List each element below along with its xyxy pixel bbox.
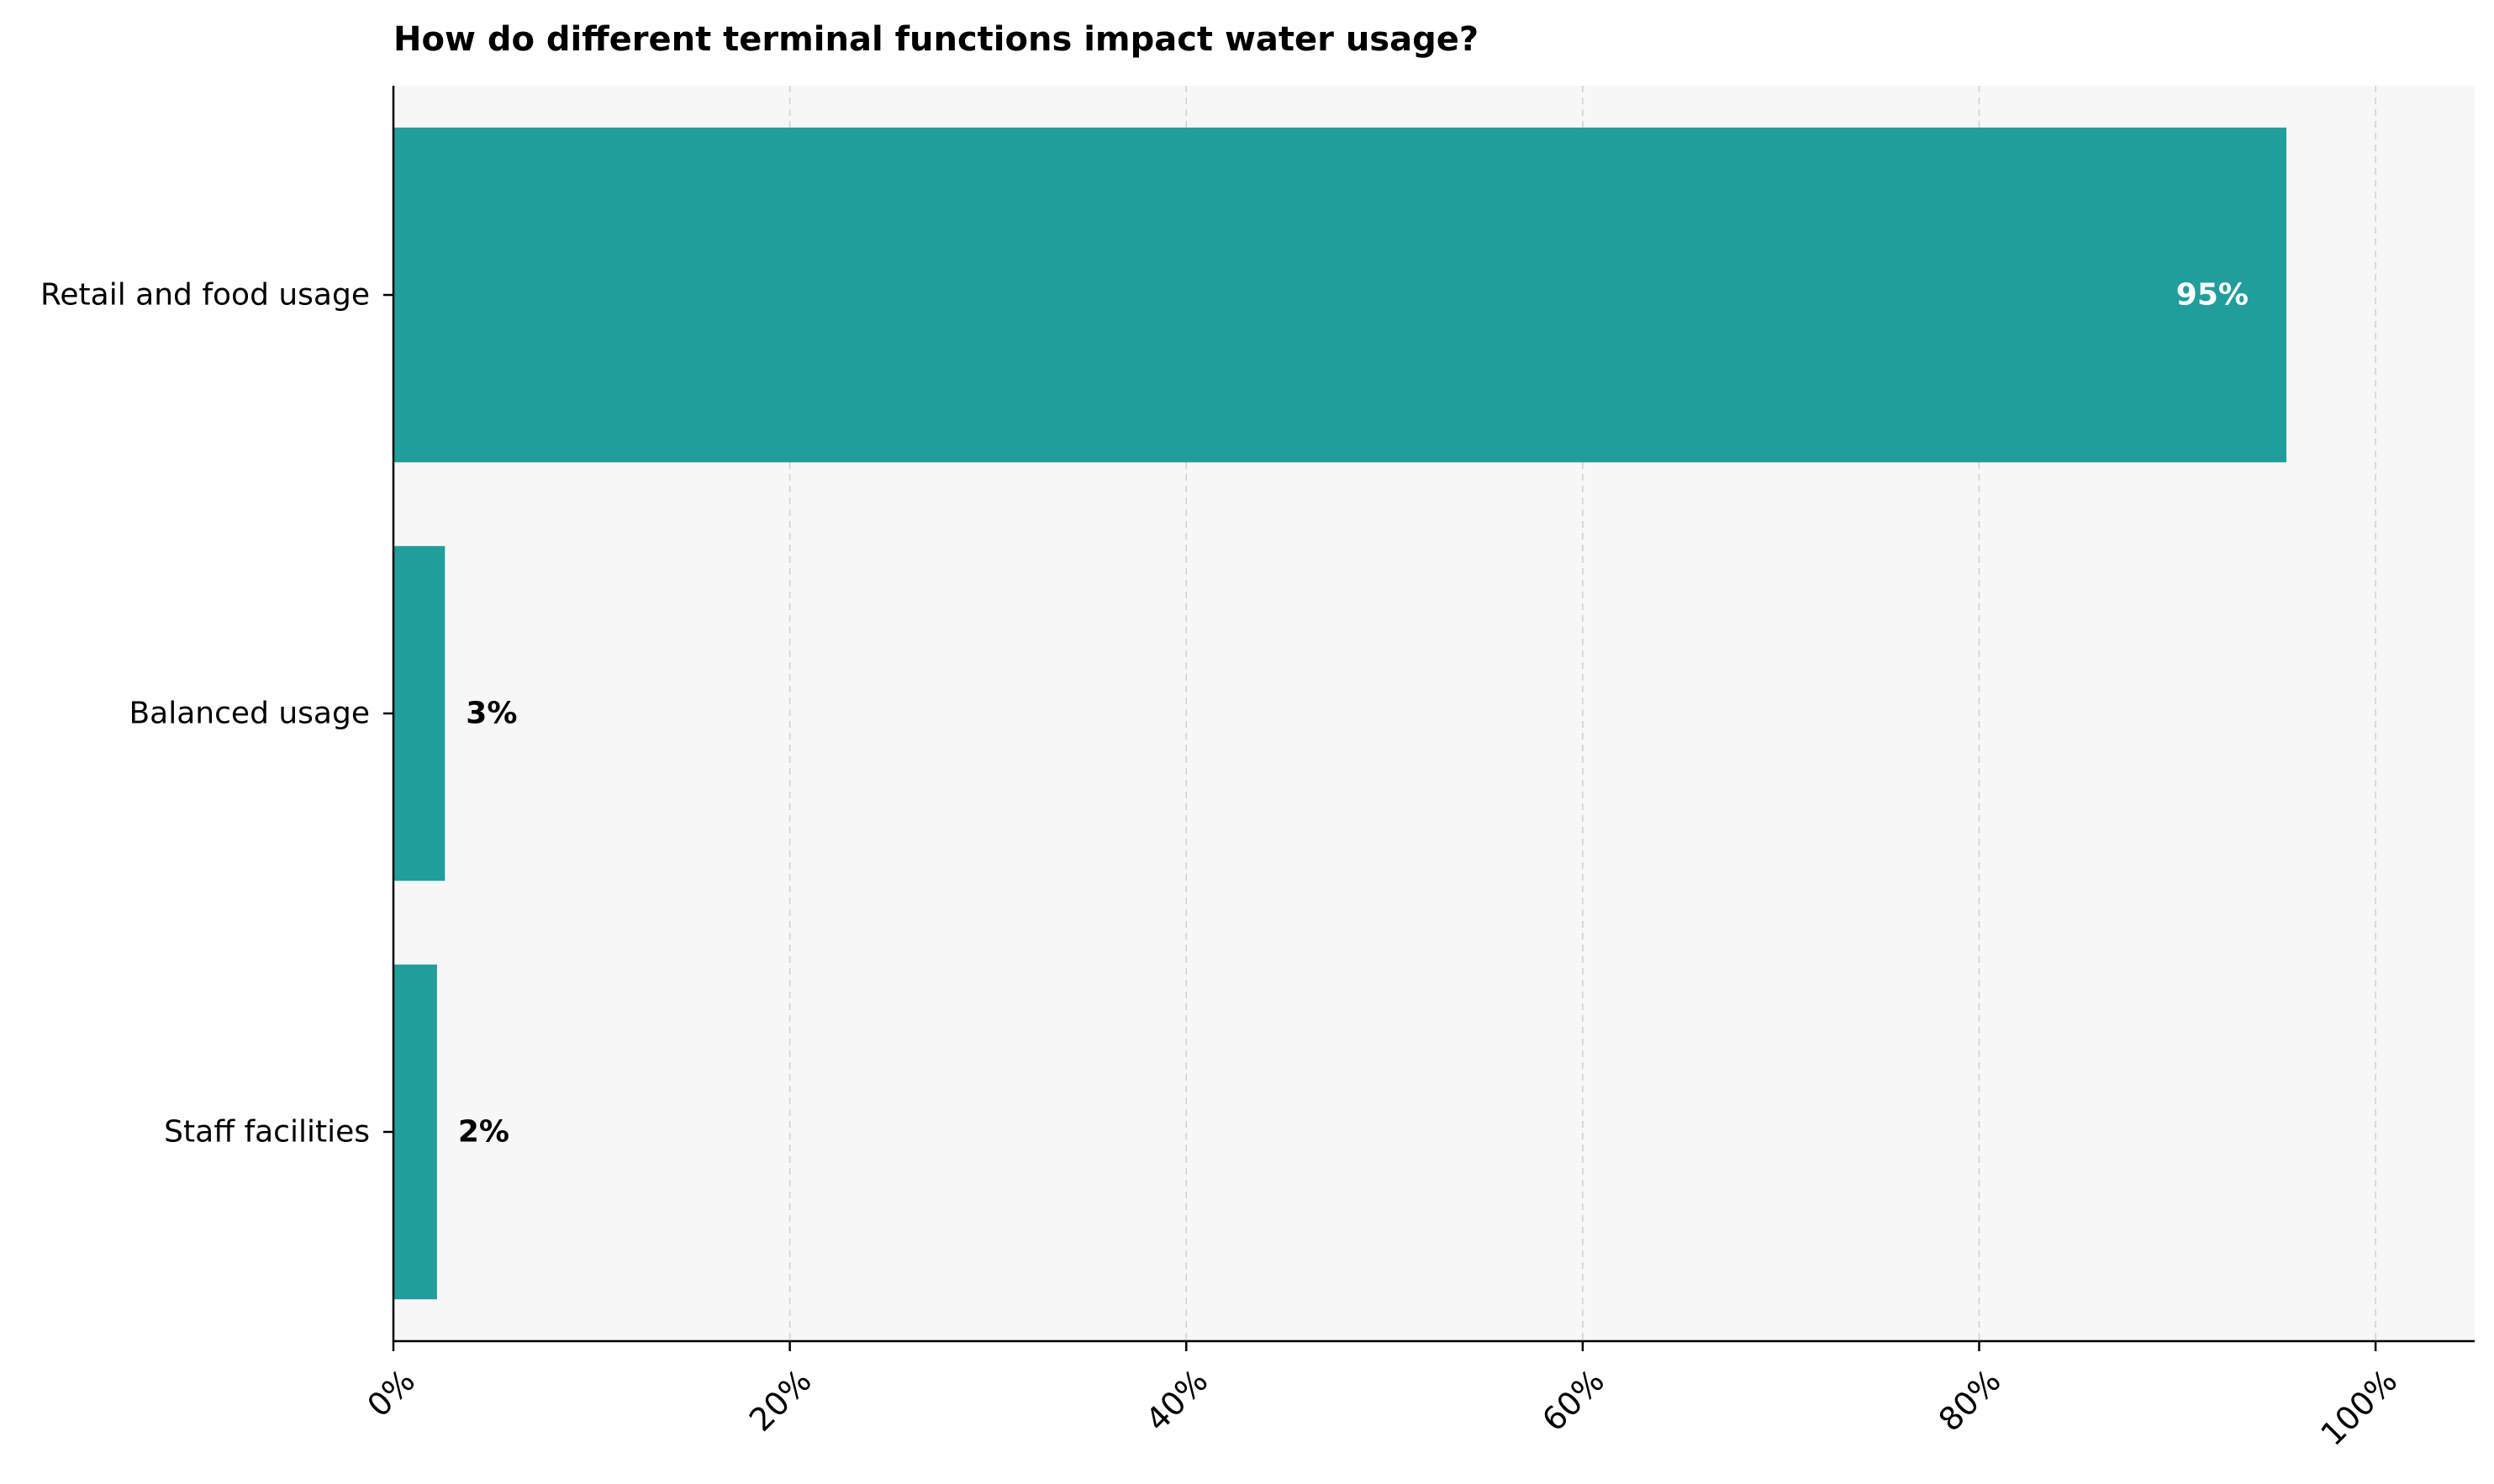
chart-title: How do different terminal functions impa… <box>393 20 1479 59</box>
value-label: 2% <box>458 1115 509 1150</box>
x-tick-label: 80% <box>1932 1362 2008 1439</box>
value-label: 95% <box>2176 278 2249 313</box>
x-tick-label: 20% <box>742 1362 819 1439</box>
x-tick-label: 100% <box>2313 1362 2404 1453</box>
value-label: 3% <box>466 697 517 731</box>
value-labels: 95% 3% 2% <box>458 278 2249 1150</box>
grid-lines <box>788 86 2376 1341</box>
category-label: Balanced usage <box>129 697 370 731</box>
bar <box>393 545 446 881</box>
bar <box>393 964 437 1300</box>
bars <box>393 127 2286 1300</box>
category-label: Retail and food usage <box>40 278 370 313</box>
x-tick-label: 60% <box>1535 1362 1611 1439</box>
category-label: Staff facilities <box>164 1115 370 1150</box>
x-tick-label: 40% <box>1139 1362 1215 1439</box>
bar <box>393 127 2286 463</box>
x-tick-label: 0% <box>360 1362 422 1424</box>
